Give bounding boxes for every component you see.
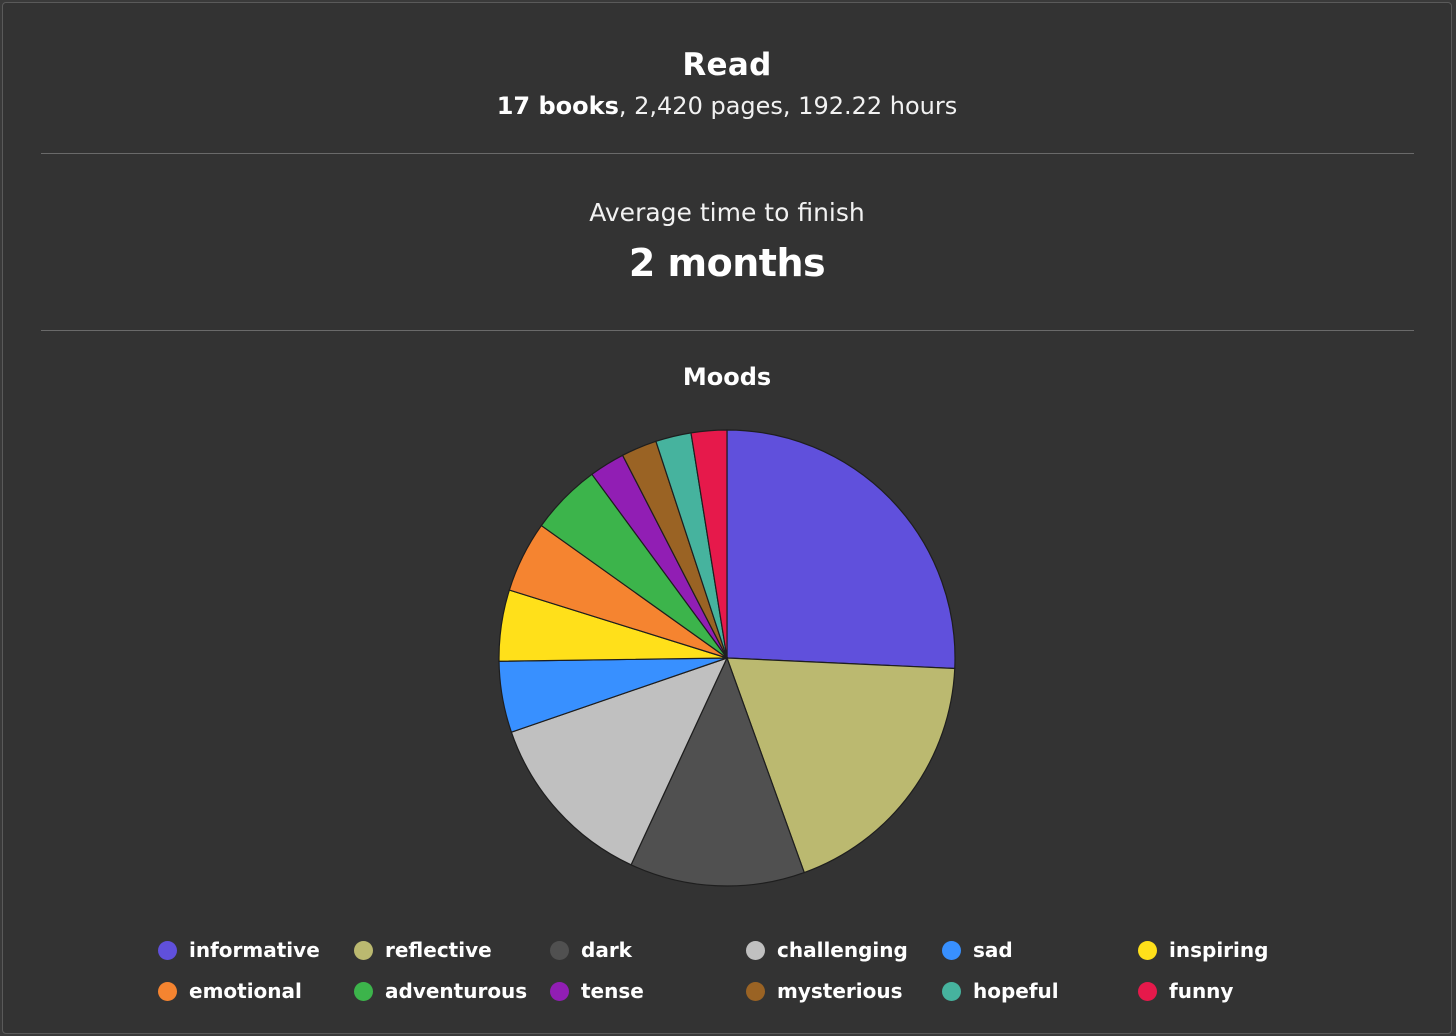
legend-label: challenging (777, 938, 908, 962)
legend-swatch (746, 940, 765, 960)
legend-label: tense (581, 979, 644, 1003)
read-summary: 17 books, 2,420 pages, 192.22 hours (3, 92, 1451, 120)
legend-label: emotional (189, 979, 302, 1003)
pie-slice-informative[interactable] (726, 429, 956, 670)
divider-top (41, 153, 1414, 154)
legend-swatch (354, 940, 373, 960)
legend-item-informative[interactable]: informative (158, 935, 320, 965)
legend-label: inspiring (1169, 938, 1269, 962)
legend-swatch (1138, 981, 1157, 1001)
legend-swatch (550, 940, 569, 960)
legend-item-dark[interactable]: dark (550, 935, 632, 965)
legend-item-hopeful[interactable]: hopeful (942, 976, 1059, 1006)
legend-label: dark (581, 938, 632, 962)
legend-item-funny[interactable]: funny (1138, 976, 1233, 1006)
chart-title: Moods (682, 363, 772, 391)
books-count: 17 books (496, 92, 619, 120)
legend-label: funny (1169, 979, 1234, 1003)
legend-swatch (550, 981, 569, 1001)
legend-swatch (354, 981, 373, 1001)
legend-item-mysterious[interactable]: mysterious (746, 976, 903, 1006)
legend-item-inspiring[interactable]: inspiring (1138, 935, 1268, 965)
pages-hours: , 2,420 pages, 192.22 hours (618, 92, 958, 120)
legend-swatch (1138, 940, 1157, 960)
pie-slice-reflective[interactable] (726, 657, 956, 874)
legend-item-reflective[interactable]: reflective (354, 935, 492, 965)
legend-item-sad[interactable]: sad (942, 935, 1013, 965)
legend-item-challenging[interactable]: challenging (746, 935, 908, 965)
legend-swatch (746, 981, 765, 1001)
legend-swatch (158, 940, 177, 960)
legend-label: adventurous (385, 979, 528, 1003)
legend-label: informative (189, 938, 320, 962)
divider-bottom (41, 330, 1414, 331)
legend-item-adventurous[interactable]: adventurous (354, 976, 527, 1006)
legend-label: reflective (385, 938, 492, 962)
legend-item-tense[interactable]: tense (550, 976, 644, 1006)
legend-label: hopeful (973, 979, 1059, 1003)
average-time-value: 2 months (628, 241, 826, 285)
average-time-label: Average time to finish (589, 198, 865, 227)
legend-item-emotional[interactable]: emotional (158, 976, 302, 1006)
legend-label: mysterious (777, 979, 903, 1003)
legend-swatch (942, 940, 961, 960)
pie-slice-challenging[interactable] (510, 656, 729, 866)
legend-swatch (942, 981, 961, 1001)
pie-slice-funny[interactable] (690, 429, 728, 659)
pie-slice-dark[interactable] (630, 656, 805, 887)
read-title: Read (682, 47, 772, 83)
moods-pie-chart (498, 429, 956, 887)
legend-swatch (158, 981, 177, 1001)
legend-label: sad (973, 938, 1013, 962)
